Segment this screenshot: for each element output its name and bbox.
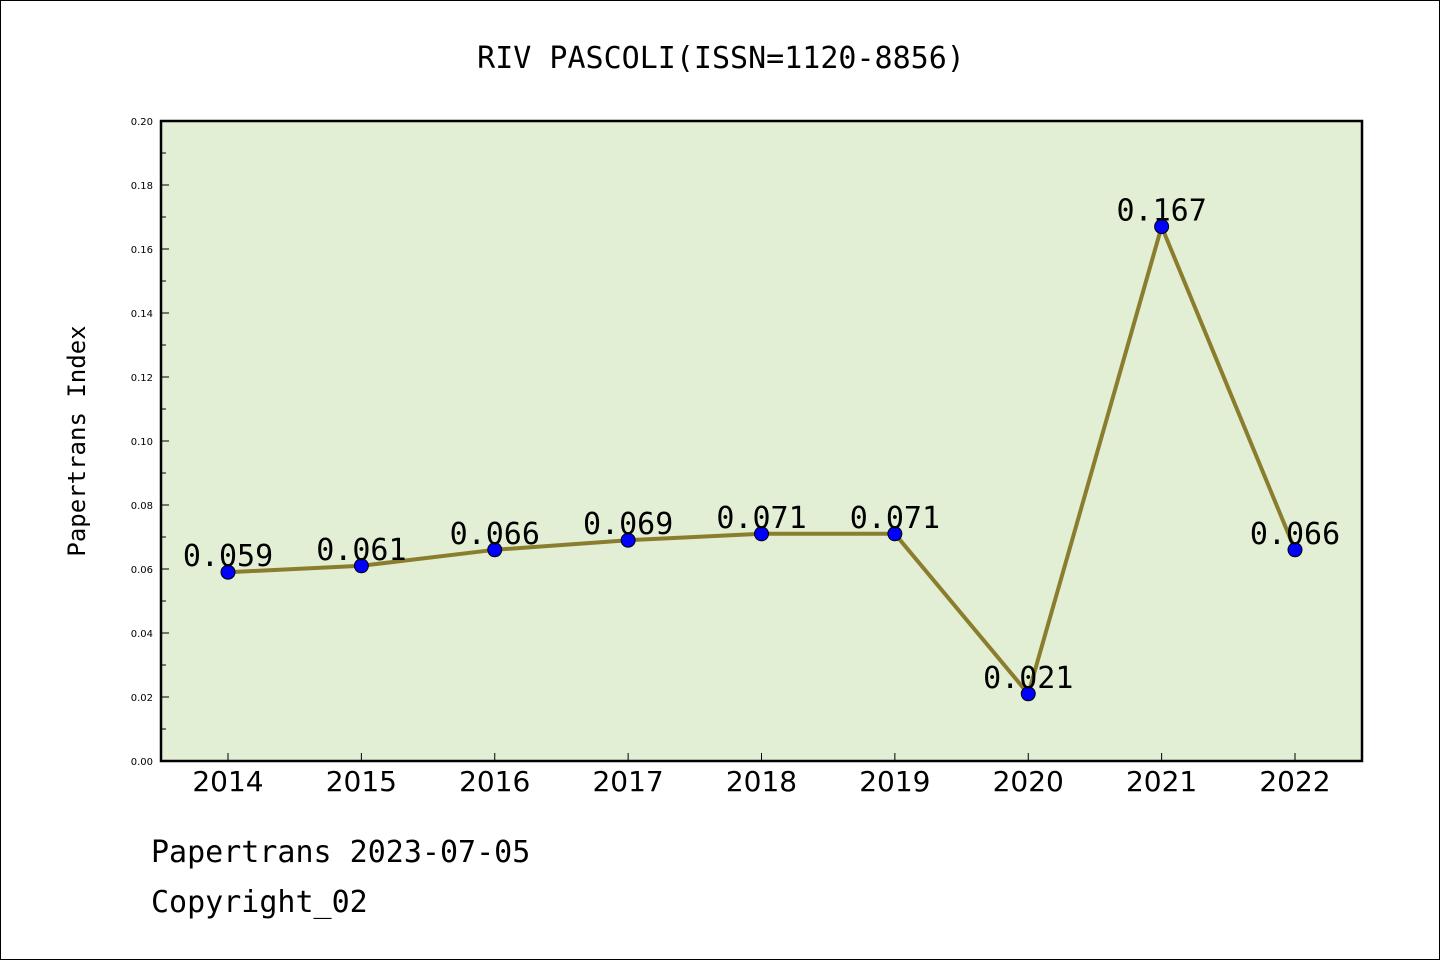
x-tick-label: 2021 (1126, 765, 1197, 798)
y-tick-label: 0.00 (131, 757, 153, 768)
y-axis-ticks: 0.00 0.02 0.04 0.06 0.08 0.10 0.12 0.14 0.16 0.18… (131, 117, 169, 768)
x-tick-label: 2019 (859, 765, 930, 798)
y-tick-label: 0.06 (131, 565, 153, 576)
data-point-marker (1287, 542, 1303, 558)
data-point-marker (1154, 219, 1170, 235)
x-tick-label: 2022 (1259, 765, 1330, 798)
data-point-marker (887, 526, 903, 542)
data-point-marker (353, 558, 369, 574)
x-tick-label: 2016 (459, 765, 530, 798)
data-point-marker (487, 542, 503, 558)
x-tick-label: 2017 (592, 765, 663, 798)
y-tick-label: 0.10 (131, 437, 153, 448)
series-group (220, 219, 1303, 702)
x-tick-label: 2020 (993, 765, 1064, 798)
x-tick-label: 2018 (726, 765, 797, 798)
data-label: 0.066 (450, 517, 540, 552)
y-tick-label: 0.04 (131, 629, 153, 640)
y-tick-label: 0.18 (131, 181, 153, 192)
footer-copyright: Copyright_02 (151, 885, 368, 920)
data-point-marker (620, 532, 636, 548)
footer-date: Papertrans 2023-07-05 (151, 835, 531, 870)
y-axis-label: Papertrans Index (63, 325, 91, 556)
chart-title: RIV PASCOLI(ISSN=1120-8856) (477, 41, 965, 76)
data-point-marker (1020, 686, 1036, 702)
data-label: 0.061 (316, 533, 406, 568)
y-tick-label: 0.08 (131, 501, 153, 512)
data-label: 0.069 (583, 507, 673, 542)
data-labels: 0.059 0.061 0.066 0.069 0.071 0.071 0.021 0.167… (183, 194, 1340, 696)
data-label: 0.167 (1116, 194, 1206, 229)
data-label: 0.066 (1250, 517, 1340, 552)
y-tick-label: 0.02 (131, 693, 153, 704)
x-tick-label: 2014 (192, 765, 263, 798)
data-label: 0.021 (983, 661, 1073, 696)
y-tick-label: 0.20 (131, 117, 153, 128)
data-label: 0.059 (183, 539, 273, 574)
data-point-marker (754, 526, 769, 542)
y-tick-label: 0.14 (131, 309, 153, 320)
data-point-marker (220, 564, 236, 580)
x-tick-label: 2015 (326, 765, 397, 798)
y-tick-label: 0.12 (131, 373, 153, 384)
x-axis-ticks: 2014 2015 2016 2017 2018 2019 2020 2021 2022 (192, 753, 1331, 798)
data-label: 0.071 (716, 501, 806, 536)
data-label: 0.071 (850, 501, 940, 536)
y-tick-label: 0.16 (131, 245, 153, 256)
